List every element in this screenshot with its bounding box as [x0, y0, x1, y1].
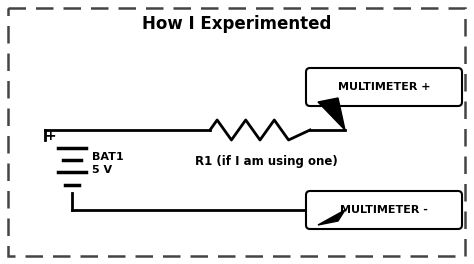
Text: MULTIMETER +: MULTIMETER + — [338, 82, 430, 92]
Polygon shape — [318, 210, 345, 225]
Text: +: + — [44, 129, 56, 143]
FancyBboxPatch shape — [306, 191, 462, 229]
FancyBboxPatch shape — [306, 68, 462, 106]
Text: MULTIMETER -: MULTIMETER - — [340, 205, 428, 215]
Text: How I Experimented: How I Experimented — [142, 15, 332, 33]
Polygon shape — [318, 98, 345, 130]
Text: R1 (if I am using one): R1 (if I am using one) — [195, 155, 338, 168]
Text: BAT1: BAT1 — [92, 152, 124, 162]
Text: 5 V: 5 V — [92, 165, 112, 175]
